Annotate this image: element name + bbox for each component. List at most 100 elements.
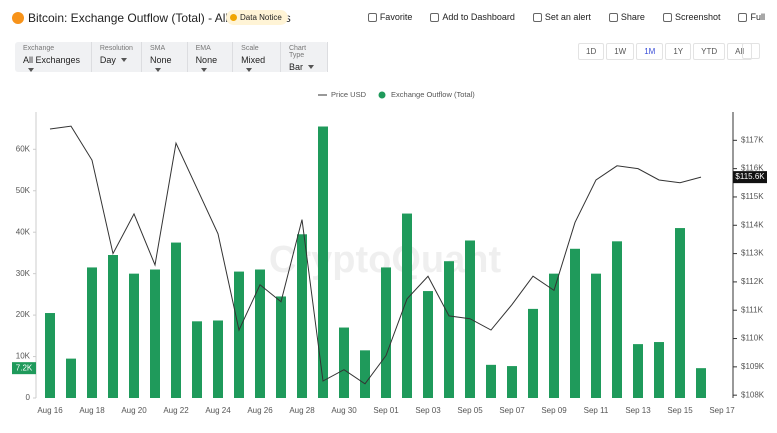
bar: [360, 350, 370, 398]
controls: Exchange All Exchanges Resolution Day SMA Non…: [15, 42, 329, 72]
data-notice[interactable]: Data Notice: [226, 10, 288, 25]
y2-tick-label: $115K: [741, 192, 764, 201]
action-button[interactable]: Favorite: [367, 12, 412, 22]
y2-tick-label: $116K: [741, 164, 764, 173]
last-value-label: 7.2K: [16, 363, 33, 372]
range-button[interactable]: 1Y: [665, 43, 692, 60]
bar: [108, 255, 118, 398]
x-tick-label: Sep 05: [457, 406, 483, 415]
dropdown[interactable]: Chart Type Bar: [281, 42, 329, 72]
bar: [339, 327, 349, 398]
bar: [654, 342, 664, 398]
legend-label: Price USD: [331, 90, 367, 99]
range-button[interactable]: 1M: [636, 43, 664, 60]
range-button[interactable]: All: [727, 43, 753, 60]
x-tick-label: Aug 26: [247, 406, 273, 415]
bar: [66, 358, 76, 398]
action-button[interactable]: Set an alert: [532, 12, 591, 22]
dropdown-value: All Exchanges: [23, 55, 83, 75]
bitcoin-icon: [12, 12, 24, 24]
action-button[interactable]: Full: [738, 12, 765, 22]
last-value-box: [12, 362, 36, 375]
y-tick-label: 50K: [16, 186, 31, 195]
bar: [675, 228, 685, 398]
page-title: Bitcoin: Exchange Outflow (Total) - All …: [28, 11, 291, 25]
range-button[interactable]: YTD: [693, 43, 726, 60]
dropdown[interactable]: Exchange All Exchanges: [15, 42, 92, 72]
y2-tick-label: $117K: [741, 135, 764, 144]
dropdown-label: Chart Type: [288, 45, 307, 59]
x-tick-label: Aug 18: [79, 406, 105, 415]
x-tick-label: Sep 17: [709, 406, 735, 415]
y-tick-label: 30K: [16, 269, 31, 278]
action-button[interactable]: Add to Dashboard: [430, 12, 515, 22]
last-value-box: [733, 171, 767, 184]
dropdown[interactable]: Scale Mixed: [233, 42, 281, 72]
bar: [276, 296, 286, 398]
y-tick-label: 60K: [16, 144, 31, 153]
y2-tick-label: $110K: [741, 334, 764, 343]
bar: [234, 271, 244, 398]
calendar-button[interactable]: [742, 43, 760, 59]
bar: [87, 267, 97, 398]
actions: Favorite Add to Dashboard Set an alert Shar…: [367, 12, 765, 22]
dropdown-value: None: [196, 55, 225, 75]
legend-dot: [378, 91, 386, 99]
bar: [444, 261, 454, 398]
dropdown[interactable]: EMA None: [188, 42, 234, 72]
bar: [507, 366, 517, 398]
dropdown-value: Bar: [289, 62, 319, 72]
y2-tick-label: $113K: [741, 249, 764, 258]
dropdown-label: Resolution: [99, 45, 133, 52]
x-tick-label: Aug 30: [331, 406, 357, 415]
bar: [591, 273, 601, 398]
bar: [549, 273, 559, 398]
bar: [255, 269, 265, 398]
bar: [192, 321, 202, 398]
x-tick-label: Sep 07: [499, 406, 525, 415]
bar: [318, 126, 328, 398]
x-tick-label: Sep 03: [415, 406, 441, 415]
y2-tick-label: $114K: [741, 220, 764, 229]
dropdown-label: EMA: [195, 45, 211, 52]
action-button[interactable]: Share: [608, 12, 645, 22]
bar: [402, 213, 412, 398]
ranges: 1D 1W 1M 1Y YTD All: [578, 43, 753, 60]
bar: [171, 242, 181, 398]
y-tick-label: 10K: [16, 352, 31, 361]
price-line: [49, 125, 702, 385]
x-tick-label: Sep 09: [541, 406, 567, 415]
bar: [696, 368, 706, 398]
bar: [213, 320, 223, 398]
x-tick-label: Aug 28: [289, 406, 315, 415]
bar: [612, 241, 622, 398]
y2-tick-label: $111K: [741, 305, 764, 314]
bar: [45, 313, 55, 398]
dropdown[interactable]: Resolution Day: [92, 42, 142, 72]
dropdown-value: Day: [100, 55, 133, 65]
bar: [297, 234, 307, 398]
x-tick-label: Sep 01: [373, 406, 399, 415]
x-tick-label: Aug 20: [121, 406, 147, 415]
action-button[interactable]: Screenshot: [662, 12, 720, 22]
bar: [150, 269, 160, 398]
x-tick-label: Aug 22: [163, 406, 189, 415]
last-value-label: $115.6K: [735, 172, 765, 181]
range-button[interactable]: 1W: [606, 43, 635, 60]
x-tick-label: Sep 13: [625, 406, 651, 415]
y2-tick-label: $108K: [741, 390, 765, 399]
bar: [486, 364, 496, 398]
bar: [570, 248, 580, 398]
legend-label: Exchange Outflow (Total): [391, 90, 475, 99]
y-tick-label: 20K: [16, 310, 31, 319]
range-button[interactable]: 1D: [578, 43, 605, 60]
bar: [633, 344, 643, 398]
bar: [528, 308, 538, 398]
x-tick-label: Aug 16: [37, 406, 63, 415]
y2-tick-label: $109K: [741, 362, 765, 371]
dropdown-value: Mixed: [241, 55, 272, 75]
dropdown-label: Exchange: [23, 45, 55, 52]
x-tick-label: Aug 24: [205, 406, 231, 415]
dropdown[interactable]: SMA None: [142, 42, 188, 72]
